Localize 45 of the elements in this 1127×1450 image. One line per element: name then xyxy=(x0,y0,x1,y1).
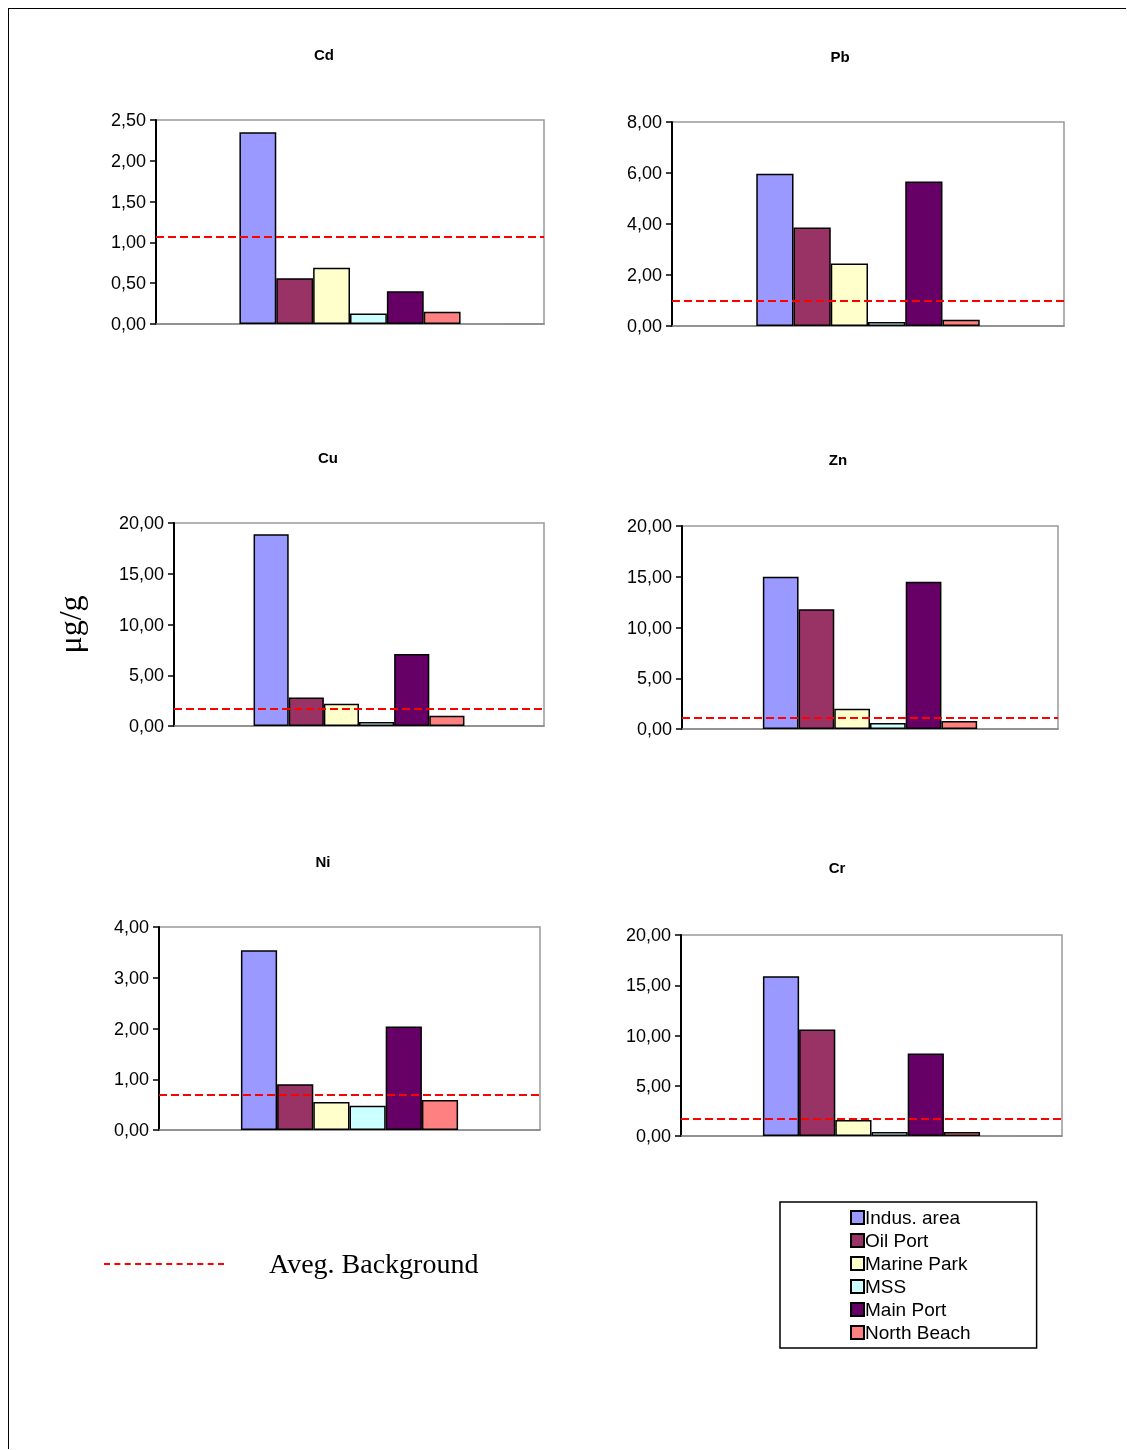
y-tick-label: 5,00 xyxy=(636,668,672,689)
y-tick-label: 0,00 xyxy=(636,719,672,739)
y-tick-label: 10,00 xyxy=(625,1025,671,1046)
y-tick-label: 3,00 xyxy=(113,967,149,988)
legend-label: North Beach xyxy=(865,1322,971,1343)
y-tick-label: 0,00 xyxy=(110,314,146,334)
chart-title: Ni xyxy=(315,853,331,870)
y-tick-label: 1,00 xyxy=(110,232,146,253)
y-tick-label: 10,00 xyxy=(626,617,672,638)
y-tick-label: 2,00 xyxy=(113,1018,149,1039)
y-tick-label: 2,00 xyxy=(110,150,146,171)
y-tick-label: 0,00 xyxy=(128,716,164,736)
y-tick-label: 2,00 xyxy=(626,265,662,285)
chart-title: Cu xyxy=(318,449,338,466)
y-tick-label: 1,00 xyxy=(113,1069,149,1090)
chart-title: Cd xyxy=(314,46,334,63)
chart-title: Zn xyxy=(828,451,848,468)
legend-label: MSS xyxy=(865,1276,907,1297)
y-tick-label: 0,00 xyxy=(113,1120,149,1140)
y-tick-label: 4,00 xyxy=(626,214,662,234)
legend-label: Indus. area xyxy=(865,1207,961,1228)
y-tick-label: 8,00 xyxy=(626,112,662,132)
legend-label: Aveg. Background xyxy=(269,1248,479,1280)
y-tick-label: 20,00 xyxy=(626,516,672,536)
y-tick-label: 10,00 xyxy=(118,614,164,635)
y-tick-label: 5,00 xyxy=(128,665,164,686)
y-axis-title: μg/g xyxy=(52,595,88,654)
y-tick-label: 2,50 xyxy=(110,110,146,130)
y-tick-label: 0,00 xyxy=(635,1126,671,1146)
y-tick-label: 20,00 xyxy=(625,925,671,945)
y-tick-label: 20,00 xyxy=(118,513,164,533)
legend-label: Main Port xyxy=(865,1299,948,1320)
legend-label: Oil Port xyxy=(865,1230,930,1251)
chart-title: Pb xyxy=(830,48,850,65)
y-tick-label: 15,00 xyxy=(118,563,164,584)
y-tick-label: 0,50 xyxy=(110,273,146,294)
y-tick-label: 1,50 xyxy=(110,191,146,212)
y-tick-label: 5,00 xyxy=(635,1075,671,1096)
chart-title: Cr xyxy=(828,859,846,876)
y-tick-label: 15,00 xyxy=(626,566,672,587)
y-tick-label: 15,00 xyxy=(625,975,671,996)
y-tick-label: 0,00 xyxy=(626,316,662,336)
legend-label: Marine Park xyxy=(865,1253,968,1274)
y-tick-label: 6,00 xyxy=(626,163,662,183)
y-tick-label: 4,00 xyxy=(113,917,149,937)
